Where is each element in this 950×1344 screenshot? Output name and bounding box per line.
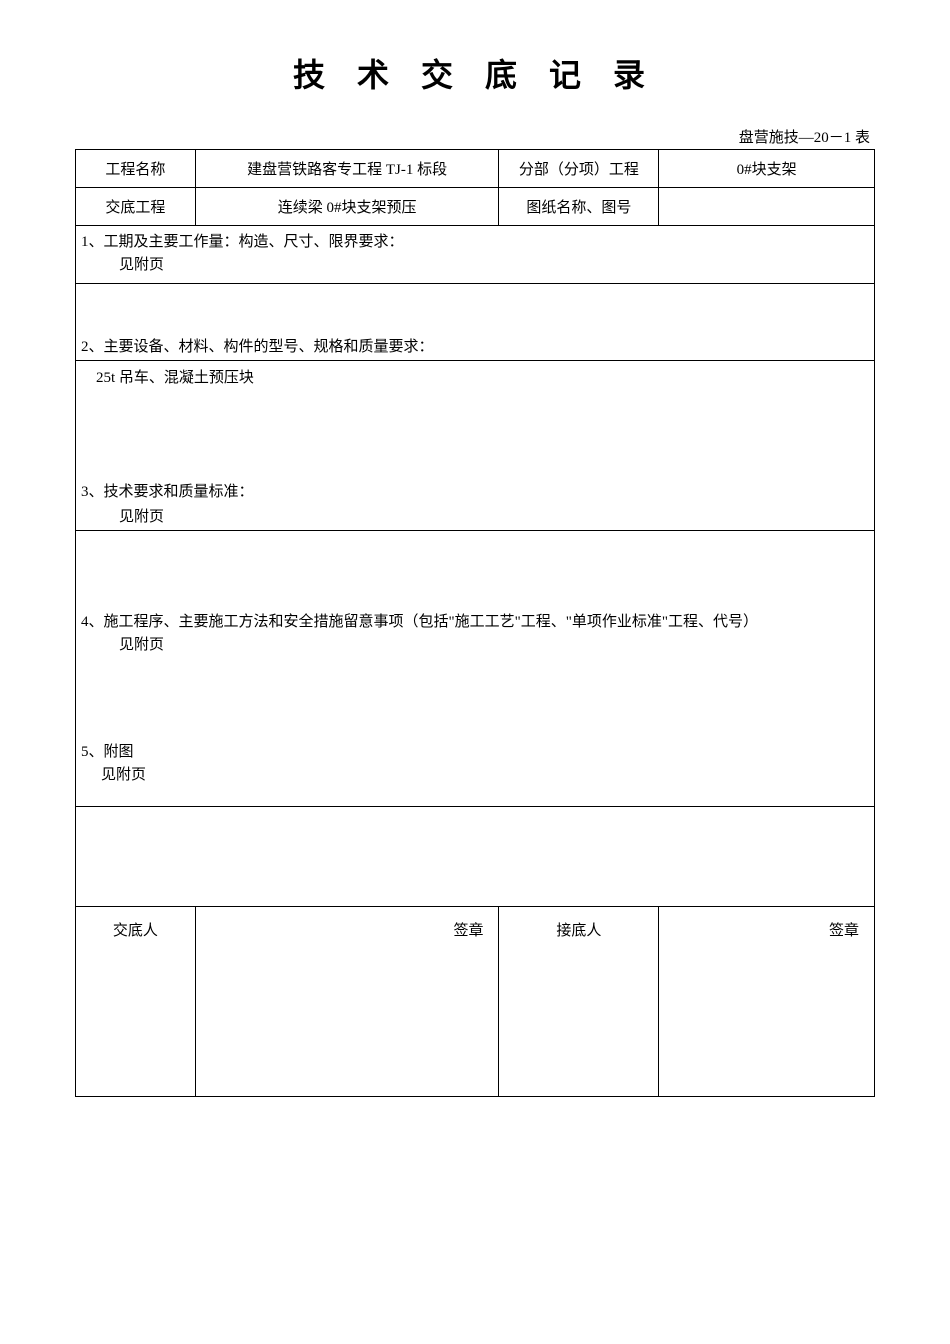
header-row-2: 交底工程 连续梁 0#块支架预压 图纸名称、图号 — [76, 188, 875, 226]
section-1-header: 1、工期及主要工作量：构造、尺寸、限界要求： 见附页 — [76, 226, 874, 284]
submitter-label: 交底人 — [76, 907, 196, 1097]
signature-row: 交底人 签章 接底人 签章 — [76, 907, 875, 1097]
section-5-header: 5、附图 见附页 — [76, 736, 874, 793]
section-4-header: 4、施工程序、主要施工方法和安全措施留意事项（包括"施工工艺"工程、"单项作业标… — [76, 606, 874, 663]
section-2-header: 2、主要设备、材料、构件的型号、规格和质量要求： — [76, 331, 874, 361]
empty-row — [76, 807, 875, 907]
section-5-body: 见附页 — [81, 761, 869, 789]
table-code: 盘营施技—20－1 表 — [75, 126, 875, 147]
section-4-body: 见附页 — [81, 631, 869, 659]
content-cell: 1、工期及主要工作量：构造、尺寸、限界要求： 见附页 2、主要设备、材料、构件的… — [76, 226, 875, 807]
submitter-stamp: 签章 — [195, 907, 499, 1097]
receiver-label: 接底人 — [499, 907, 659, 1097]
section-3-wrapper: 3、技术要求和质量标准： — [76, 476, 874, 505]
document-title: 技 术 交 底 记 录 — [75, 50, 875, 96]
subproject-value: 0#块支架 — [659, 150, 875, 188]
project-name-value: 建盘营铁路客专工程 TJ-1 标段 — [195, 150, 499, 188]
section-2-body: 25t 吊车、混凝土预压块 — [76, 361, 874, 392]
receiver-stamp: 签章 — [659, 907, 875, 1097]
content-row: 1、工期及主要工作量：构造、尺寸、限界要求： 见附页 2、主要设备、材料、构件的… — [76, 226, 875, 807]
section-1-title: 1、工期及主要工作量：构造、尺寸、限界要求： — [81, 234, 404, 250]
section-5-title: 5、附图 — [81, 744, 134, 760]
section-4-title: 4、施工程序、主要施工方法和安全措施留意事项（包括"施工工艺"工程、"单项作业标… — [81, 614, 758, 630]
section-2: 2、主要设备、材料、构件的型号、规格和质量要求： 25t 吊车、混凝土预压块 — [76, 331, 874, 476]
project-name-label: 工程名称 — [76, 150, 196, 188]
section-1-body: 见附页 — [81, 251, 869, 279]
subproject-label: 分部（分项）工程 — [499, 150, 659, 188]
section-3: 3、技术要求和质量标准： 见附页 — [76, 476, 874, 606]
section-3-title: 3、技术要求和质量标准： — [81, 484, 254, 500]
section-1: 1、工期及主要工作量：构造、尺寸、限界要求： 见附页 — [76, 226, 874, 331]
header-row-1: 工程名称 建盘营铁路客专工程 TJ-1 标段 分部（分项）工程 0#块支架 — [76, 150, 875, 188]
drawing-label: 图纸名称、图号 — [499, 188, 659, 226]
briefing-project-value: 连续梁 0#块支架预压 — [195, 188, 499, 226]
main-table: 工程名称 建盘营铁路客专工程 TJ-1 标段 分部（分项）工程 0#块支架 交底… — [75, 149, 875, 1097]
section-3-body: 见附页 — [81, 505, 869, 526]
section-3-body-line: 见附页 — [76, 505, 874, 531]
section-4: 4、施工程序、主要施工方法和安全措施留意事项（包括"施工工艺"工程、"单项作业标… — [76, 606, 874, 736]
section-5: 5、附图 见附页 — [76, 736, 874, 806]
briefing-project-label: 交底工程 — [76, 188, 196, 226]
drawing-value — [659, 188, 875, 226]
empty-cell — [76, 807, 875, 907]
